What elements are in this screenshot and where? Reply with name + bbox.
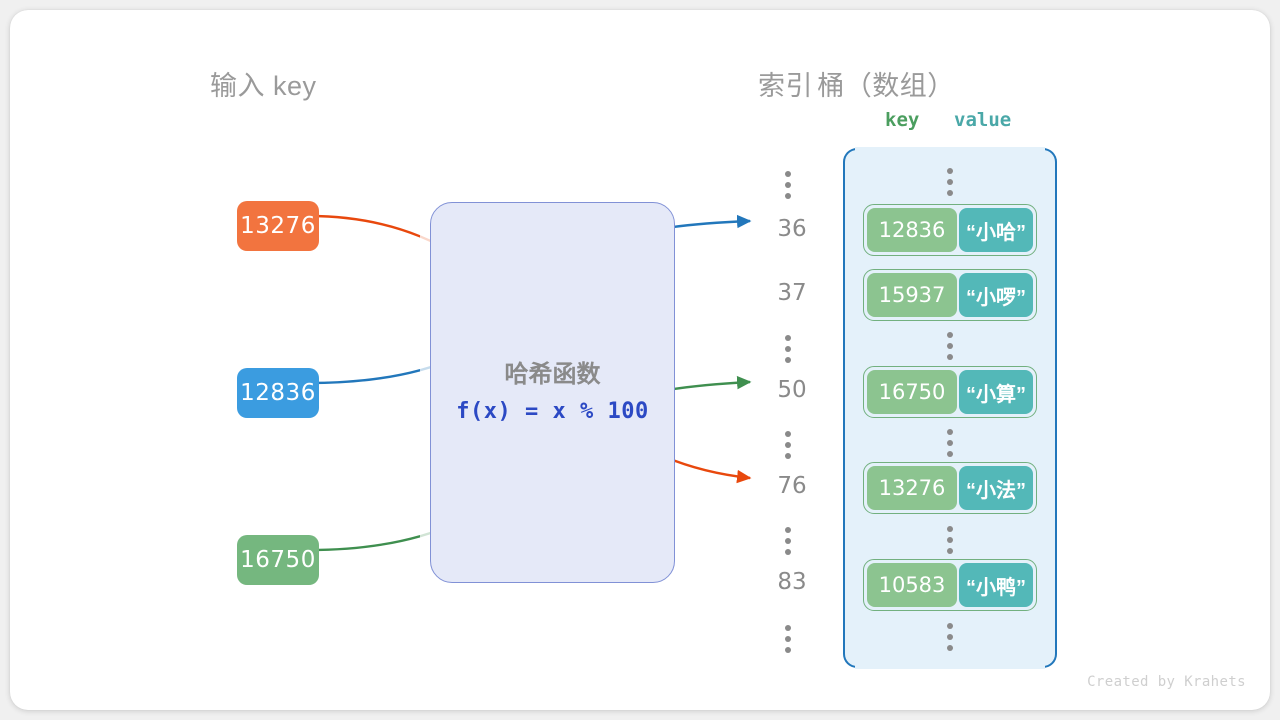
- input-key-label: 16750: [240, 547, 316, 573]
- pair-value: “小鸭”: [959, 563, 1033, 607]
- index-label-76: 76: [777, 473, 807, 499]
- heading-value-col: value: [954, 109, 1012, 131]
- index-ellipsis: [785, 431, 791, 459]
- heading-key-col: key: [885, 109, 920, 131]
- input-key-chip-13276[interactable]: 13276: [237, 201, 319, 251]
- heading-index: 索引: [758, 71, 813, 101]
- hash-function-box: 哈希函数 f(x) = x % 100: [430, 202, 675, 583]
- index-ellipsis: [785, 625, 791, 653]
- index-ellipsis: [785, 171, 791, 199]
- diagram-canvas: 输入 key 索引 桶（数组） key value 13276 12836 16…: [10, 10, 1270, 710]
- pair-value: “小法”: [959, 466, 1033, 510]
- index-label-83: 83: [777, 569, 807, 595]
- bucket-ellipsis: [947, 332, 953, 360]
- heading-input-key: 输入 key: [210, 71, 317, 101]
- bucket-array-panel: 12836 “小哈” 15937 “小啰” 16750 “小算” 13276 “…: [843, 147, 1057, 669]
- pair-key: 16750: [867, 370, 957, 414]
- pair-key: 15937: [867, 273, 957, 317]
- input-key-chip-12836[interactable]: 12836: [237, 368, 319, 418]
- index-ellipsis: [785, 527, 791, 555]
- hash-function-formula: f(x) = x % 100: [456, 399, 649, 424]
- pair-key: 12836: [867, 208, 957, 252]
- input-key-label: 13276: [240, 213, 316, 239]
- pair-value: “小算”: [959, 370, 1033, 414]
- index-ellipsis: [785, 335, 791, 363]
- input-key-chip-16750[interactable]: 16750: [237, 535, 319, 585]
- bucket-pair-12836[interactable]: 12836 “小哈”: [863, 204, 1037, 256]
- input-key-label: 12836: [240, 380, 316, 406]
- pair-value: “小哈”: [959, 208, 1033, 252]
- hash-function-title: 哈希函数: [504, 361, 601, 388]
- bucket-pair-13276[interactable]: 13276 “小法”: [863, 462, 1037, 514]
- bucket-top-gap: [855, 147, 1045, 153]
- bucket-left-edge: [843, 148, 857, 668]
- bucket-ellipsis: [947, 526, 953, 554]
- credit-text: Created by Krahets: [1087, 674, 1246, 690]
- bucket-pair-15937[interactable]: 15937 “小啰”: [863, 269, 1037, 321]
- index-label-50: 50: [777, 377, 807, 403]
- bucket-bottom-gap: [855, 663, 1045, 669]
- bucket-ellipsis: [947, 623, 953, 651]
- bucket-ellipsis: [947, 429, 953, 457]
- pair-key: 10583: [867, 563, 957, 607]
- bucket-pair-16750[interactable]: 16750 “小算”: [863, 366, 1037, 418]
- bucket-ellipsis: [947, 168, 953, 196]
- heading-bucket: 桶（数组）: [817, 71, 955, 101]
- pair-key: 13276: [867, 466, 957, 510]
- index-label-37: 37: [777, 280, 807, 306]
- pair-value: “小啰”: [959, 273, 1033, 317]
- bucket-right-edge: [1043, 148, 1057, 668]
- index-label-36: 36: [777, 216, 807, 242]
- bucket-pair-10583[interactable]: 10583 “小鸭”: [863, 559, 1037, 611]
